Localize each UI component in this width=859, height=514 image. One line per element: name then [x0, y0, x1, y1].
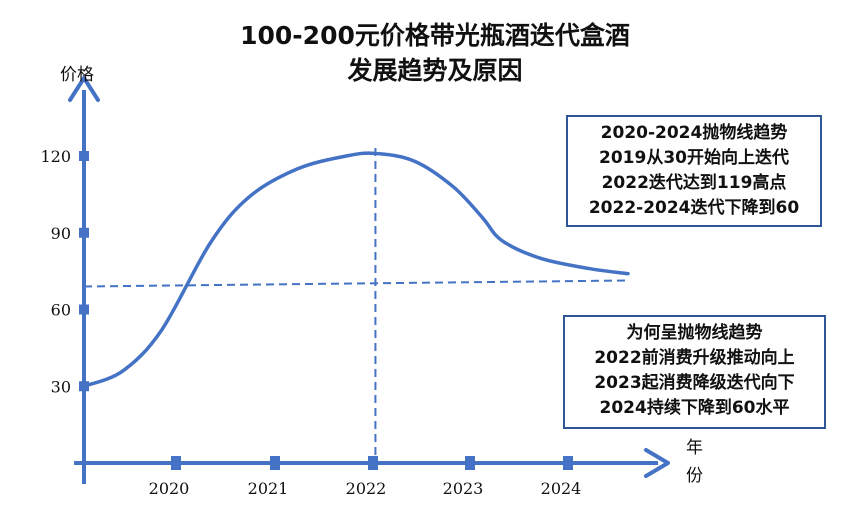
x-tick-label-1: 2021 — [248, 479, 289, 498]
note-box-top: 2020-2024抛物线趋势 2019从30开始向上迭代 2022迭代达到119… — [566, 115, 822, 227]
x-tick-label-4: 2024 — [541, 479, 582, 498]
note-box-bottom: 为何呈抛物线趋势 2022前消费升级推动向上 2023起消费降级迭代向下 202… — [563, 315, 826, 429]
y-tick-mark-3 — [79, 151, 89, 161]
note-bottom-line-2: 2022前消费升级推动向上 — [594, 348, 795, 368]
x-axis-arrow — [644, 448, 670, 478]
x-axis-label-part-1: 年 — [686, 438, 703, 458]
x-axis-label-part-2: 份 — [686, 466, 703, 486]
y-axis-arrow — [68, 76, 100, 102]
note-bottom-line-4: 2024持续下降到60水平 — [599, 398, 790, 418]
note-top-line-3: 2022迭代达到119高点 — [601, 173, 787, 193]
y-tick-label-1: 60 — [51, 301, 71, 320]
chart-title-line-1: 100-200元价格带光瓶酒迭代盒酒 — [240, 21, 630, 50]
x-tick-mark-1 — [270, 456, 280, 470]
note-bottom-line-1: 为何呈抛物线趋势 — [626, 323, 763, 343]
y-tick-mark-1 — [79, 304, 89, 315]
y-axis-label: 价格 — [60, 65, 94, 85]
x-tick-mark-2 — [368, 456, 378, 470]
x-tick-mark-4 — [563, 456, 573, 470]
y-tick-label-3: 120 — [40, 147, 71, 166]
chart-title-line-2: 发展趋势及原因 — [346, 56, 522, 85]
note-top-line-4: 2022-2024迭代下降到60 — [588, 198, 800, 218]
x-tick-mark-0 — [171, 456, 181, 470]
x-tick-label-0: 2020 — [149, 479, 190, 498]
y-tick-mark-2 — [79, 227, 89, 238]
note-top-line-1: 2020-2024抛物线趋势 — [600, 123, 788, 143]
x-tick-mark-3 — [465, 456, 475, 470]
note-top-line-2: 2019从30开始向上迭代 — [599, 148, 789, 168]
x-tick-label-3: 2023 — [443, 479, 484, 498]
series-line-0 — [82, 151, 630, 388]
note-bottom-line-3: 2023起消费降级迭代向下 — [594, 373, 795, 393]
y-tick-label-0: 30 — [51, 377, 71, 396]
y-tick-label-2: 90 — [51, 224, 71, 243]
x-tick-label-2: 2022 — [346, 479, 387, 498]
reference-line-horizontal — [83, 279, 629, 288]
